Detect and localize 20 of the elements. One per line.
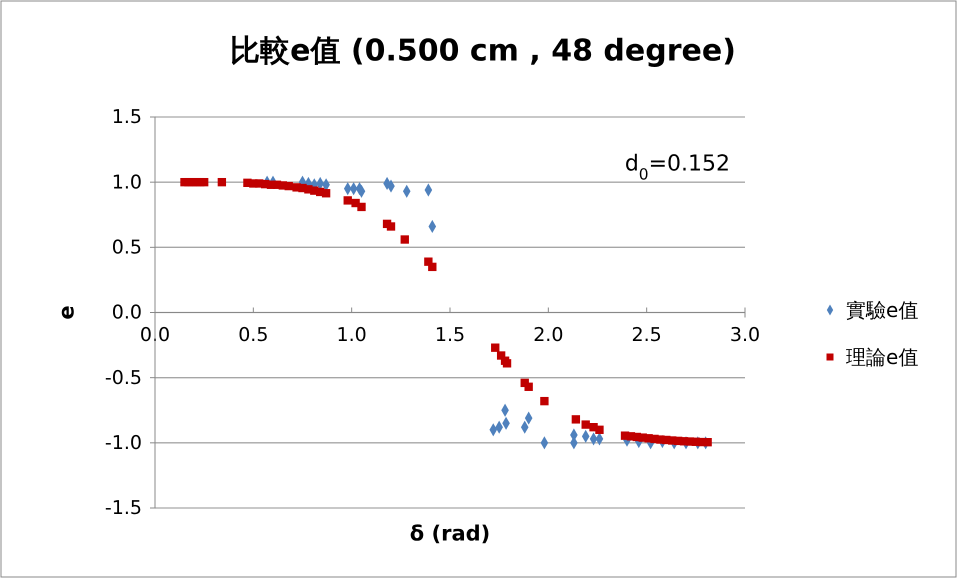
y-tick-label: 1.5 bbox=[112, 106, 142, 128]
y-tick-label: 1.0 bbox=[112, 171, 142, 194]
y-tick-label: -1.0 bbox=[104, 432, 142, 454]
x-axis-title: δ (rad) bbox=[410, 521, 490, 546]
y-tick-label: -1.5 bbox=[104, 497, 142, 520]
y-axis-title: e bbox=[54, 305, 78, 320]
x-tick-label: 1.5 bbox=[434, 324, 466, 346]
legend-label: 理論e值 bbox=[846, 345, 918, 369]
x-tick-label: 0.0 bbox=[140, 324, 170, 346]
chart-title: 比較e值 (0.500 cm , 48 degree) bbox=[230, 34, 736, 68]
y-tick-label: -0.5 bbox=[104, 366, 142, 389]
annotation: d$_{0}$=0.152 bbox=[624, 152, 730, 184]
legend-label: 實驗e值 bbox=[846, 298, 918, 322]
x-tick-label: 1.0 bbox=[336, 324, 367, 346]
y-tick-label: 0.0 bbox=[112, 302, 142, 324]
y-tick-label: 0.5 bbox=[112, 236, 142, 258]
x-tick-label: 3.0 bbox=[730, 324, 760, 346]
x-tick-label: 0.5 bbox=[238, 324, 268, 346]
x-tick-label: 2.0 bbox=[533, 324, 564, 346]
x-tick-label: 2.5 bbox=[632, 324, 662, 346]
